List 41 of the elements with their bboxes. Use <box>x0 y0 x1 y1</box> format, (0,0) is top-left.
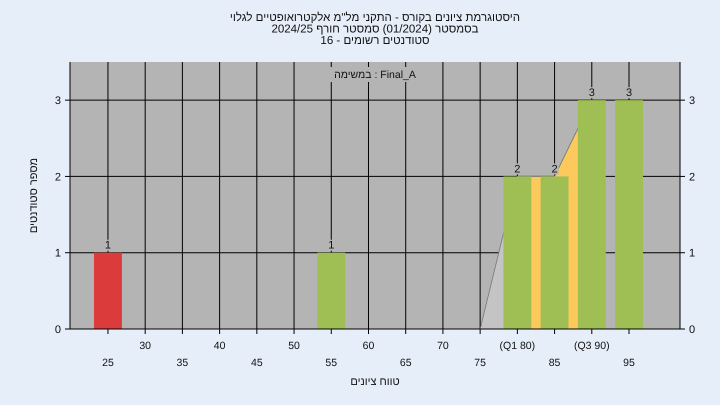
chart-title: היסטוגרמת ציונים בקורס - התקני מל"מ אלקטרואופטיים לגלוי <box>230 11 520 24</box>
x-tick-label: 65 <box>400 357 412 369</box>
data-label: 3 <box>588 87 595 100</box>
data-label: 3 <box>626 87 632 100</box>
y2-tick-label: 3 <box>689 95 696 108</box>
x-tick-label: 75 <box>474 357 486 369</box>
x-tick-label: (Q1 80) <box>500 340 536 352</box>
bar <box>540 176 569 329</box>
text: סטודנטים רשומים - 16 <box>320 35 430 47</box>
bar <box>94 252 122 329</box>
bar <box>317 252 346 329</box>
y-tick-label: 3 <box>54 95 61 108</box>
bar <box>615 100 643 329</box>
y2-tick-label: 0 <box>689 324 696 336</box>
x-tick-label: 60 <box>362 340 374 352</box>
data-label: 1 <box>104 240 112 252</box>
y-tick-label: 1 <box>54 248 61 260</box>
x-tick-label: (Q3 90) <box>574 340 610 352</box>
data-label: 1 <box>328 240 334 252</box>
x-tick-label: 25 <box>102 357 114 369</box>
x-tick-label: 95 <box>623 357 636 369</box>
y-tick-label: 0 <box>54 324 61 336</box>
x-tick-label: 85 <box>548 357 561 369</box>
x-tick-label: 70 <box>437 340 449 352</box>
data-label: 2 <box>514 163 520 176</box>
y-axis-title: מספר סטודנטים <box>28 158 40 234</box>
y2-tick-label: 1 <box>689 248 696 260</box>
x-tick-label: 30 <box>139 340 152 352</box>
x-tick-label: 55 <box>325 357 338 369</box>
bar <box>578 100 606 329</box>
x-axis-title: טווח ציונים <box>350 376 400 388</box>
x-tick-label: 45 <box>250 357 263 369</box>
bar <box>503 176 532 329</box>
x-tick-label: 35 <box>176 357 188 369</box>
x-tick-label: 50 <box>288 340 300 352</box>
y2-tick-label: 2 <box>689 171 696 184</box>
x-tick-label: 40 <box>214 340 226 352</box>
y-tick-label: 2 <box>54 171 61 184</box>
annotation: במשימה : Final_A <box>334 69 416 81</box>
data-label: 2 <box>552 163 558 176</box>
chart-subtitle: בסמסטר (01/2024) סמסטר חורף 2024/25 <box>271 24 479 36</box>
